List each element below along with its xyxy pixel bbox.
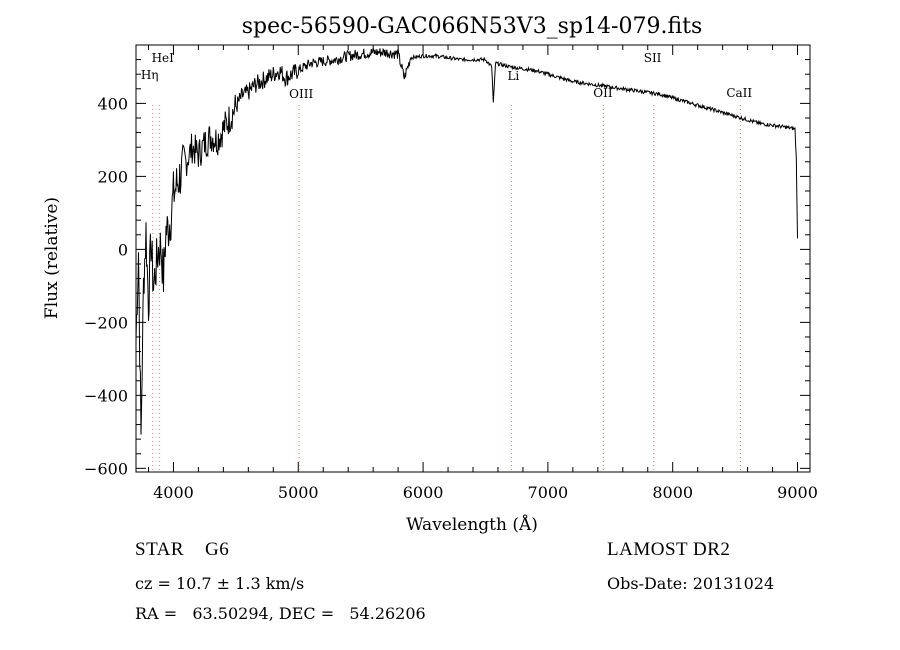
spectral-line-label: Hη [141, 68, 159, 82]
x-tick-label: 5000 [278, 483, 319, 502]
survey-label: LAMOST DR2 [607, 539, 731, 560]
y-tick-label: −600 [84, 459, 128, 478]
x-tick-label: 6000 [403, 483, 444, 502]
redshift-label: cz = 10.7 ± 1.3 km/s [135, 574, 305, 593]
x-axis-label: Wavelength (Å) [406, 514, 538, 535]
spectral-line-label: HeI [152, 51, 175, 65]
object-class-label: STAR G6 [135, 539, 230, 560]
y-tick-label: 0 [118, 240, 128, 259]
x-tick-label: 8000 [652, 483, 693, 502]
spectrum-line [135, 47, 798, 435]
observation-date-label: Obs-Date: 20131024 [607, 574, 775, 593]
y-tick-label: 400 [97, 94, 128, 113]
spectral-line-label: OIII [289, 87, 313, 101]
spectral-line-label: SII [644, 51, 662, 65]
y-tick-label: −400 [84, 386, 128, 405]
spectral-line-label: CaII [726, 86, 752, 100]
x-tick-label: 7000 [528, 483, 569, 502]
y-tick-label: −200 [84, 313, 128, 332]
coordinates-label: RA = 63.50294, DEC = 54.26206 [135, 604, 426, 623]
chart-title: spec-56590-GAC066N53V3_sp14-079.fits [242, 14, 703, 39]
x-tick-label: 9000 [777, 483, 818, 502]
spectral-line-label: OII [593, 86, 613, 100]
spectral-line-label: Li [507, 69, 519, 83]
x-tick-label: 4000 [153, 483, 194, 502]
y-axis-label: Flux (relative) [42, 197, 62, 319]
y-tick-label: 200 [97, 167, 128, 186]
